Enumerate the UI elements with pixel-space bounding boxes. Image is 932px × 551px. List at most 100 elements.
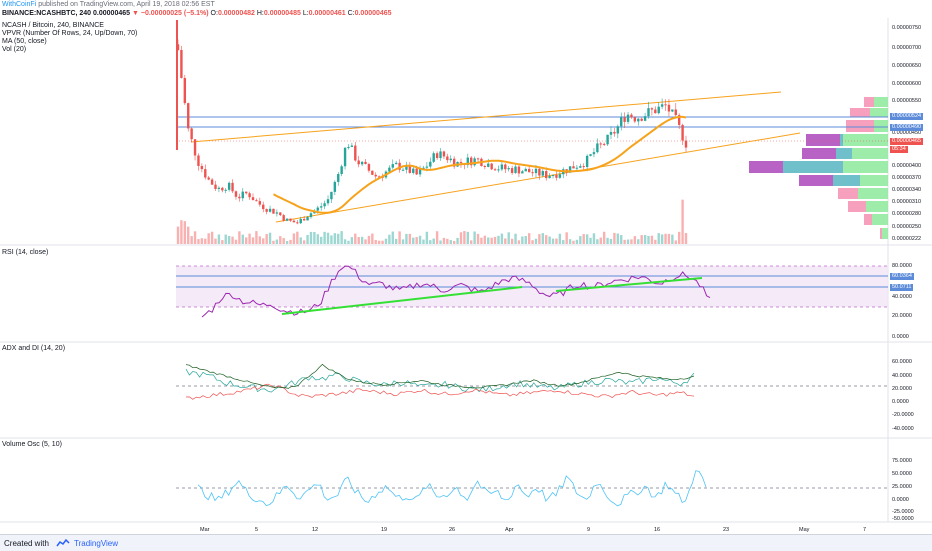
candle-body: [326, 199, 330, 204]
volume-bar: [323, 231, 326, 244]
legend-vol[interactable]: Vol (20): [2, 46, 27, 53]
candle-body: [238, 196, 241, 199]
candle-body: [654, 109, 657, 114]
candle-body: [667, 104, 671, 112]
plus-di-line: [185, 368, 695, 393]
volume-bar: [650, 235, 654, 244]
y-tick: 0.00000222: [892, 236, 922, 242]
candle-body: [296, 222, 299, 224]
volume-bar: [435, 231, 439, 244]
volume-bar: [204, 238, 207, 244]
candle-body: [623, 117, 626, 122]
candle-body: [500, 164, 504, 170]
candle-body: [221, 187, 224, 191]
volume-bar: [449, 240, 452, 244]
vpvr-down-volume: [846, 120, 874, 132]
author-link[interactable]: WithCoinFi: [2, 1, 37, 8]
candle-body: [418, 169, 422, 175]
volume-bar: [227, 236, 231, 244]
vpvr-value-area-up: [833, 175, 860, 186]
volume-bar: [381, 240, 384, 244]
candle-body: [626, 114, 630, 122]
volume-bar: [674, 240, 677, 244]
candle-body: [333, 181, 337, 192]
ma-line: [273, 115, 687, 214]
x-tick: Apr: [505, 527, 514, 533]
candle-body: [306, 217, 309, 221]
legend-vpvr[interactable]: VPVR (Number Of Rows, 24, Up/Down, 70): [2, 30, 138, 37]
y-tick: 0.00000600: [892, 81, 922, 87]
adx-tick: -40.0000: [892, 426, 914, 432]
volume-bar: [299, 237, 302, 244]
volume-bar: [620, 235, 623, 244]
volume-bar: [401, 239, 405, 244]
candle-body: [207, 177, 210, 180]
rsi-trendline-1: [281, 286, 523, 315]
candle-body: [572, 166, 575, 169]
volume-bar: [221, 240, 224, 244]
volume-bar: [510, 238, 514, 244]
candle-body: [204, 169, 207, 178]
vosc-tick: -50.0000: [892, 516, 914, 522]
vpvr-down-volume: [864, 214, 872, 225]
h-value: 0.00000485: [263, 10, 301, 17]
volume-bar: [507, 232, 510, 244]
l-value: 0.00000461: [308, 10, 346, 17]
adx-title[interactable]: ADX and DI (14, 20): [2, 345, 66, 352]
candle-body: [193, 139, 197, 156]
volume-bar: [429, 240, 432, 244]
price-tag-hline-1: 0.00000524: [890, 113, 924, 120]
volume-bar: [337, 233, 340, 244]
candle-body: [510, 168, 514, 173]
volume-bar: [187, 226, 190, 244]
volume-bar: [289, 239, 292, 244]
legend-ma[interactable]: MA (50, close): [2, 38, 47, 45]
candle-body: [432, 153, 435, 162]
candle-body: [316, 207, 319, 211]
volume-bar: [207, 233, 210, 244]
candle-body: [633, 117, 637, 122]
candle-body: [446, 156, 449, 161]
candle-body: [214, 184, 217, 189]
vpvr-up-volume: [872, 214, 888, 225]
candle-body: [531, 172, 534, 174]
legend-title[interactable]: NCASH / Bitcoin, 240, BINANCE: [2, 22, 104, 29]
candle-body: [282, 215, 285, 221]
volume-bar: [282, 238, 285, 244]
volume-bar: [224, 234, 227, 244]
candle-body: [671, 109, 674, 112]
candle-body: [524, 168, 527, 172]
candle-body: [371, 170, 374, 175]
x-tick: May: [799, 527, 810, 533]
rsi-title[interactable]: RSI (14, close): [2, 249, 49, 256]
volume-bar: [524, 236, 527, 244]
volume-bar: [623, 239, 626, 244]
candle-body: [429, 161, 432, 167]
x-tick: 16: [654, 527, 661, 533]
y-tick: 0.00000550: [892, 98, 922, 104]
volume-bar: [377, 240, 381, 244]
vosc-title[interactable]: Volume Osc (5, 10): [2, 441, 62, 448]
volume-bar: [408, 233, 412, 244]
candle-body: [309, 213, 313, 218]
rsi-tick: 80.0000: [892, 263, 912, 269]
candle-body: [258, 201, 262, 205]
volume-bar: [633, 236, 637, 244]
candle-body: [302, 218, 306, 221]
candle-body: [187, 103, 190, 129]
x-tick: 26: [449, 527, 456, 533]
volume-bar: [548, 236, 551, 244]
volume-bar: [258, 236, 262, 244]
candle-body: [360, 161, 364, 165]
vpvr-value-area-up: [783, 161, 843, 173]
candle-body: [558, 174, 562, 178]
channel-lower: [275, 132, 801, 223]
volume-bar: [316, 234, 319, 244]
vosc-tick: 50.0000: [892, 471, 912, 477]
volume-bar: [558, 233, 562, 244]
tradingview-link[interactable]: TradingView: [74, 539, 119, 548]
candle-body: [391, 164, 394, 168]
volume-bar: [473, 231, 476, 244]
volume-bar: [306, 234, 309, 244]
